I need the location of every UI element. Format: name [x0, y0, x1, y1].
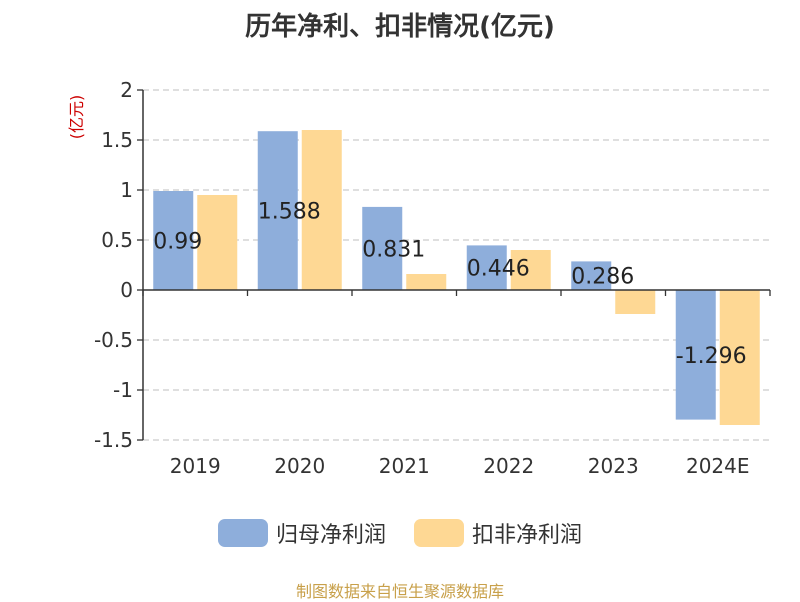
legend-label: 扣非净利润 [472, 523, 583, 548]
y-tick-label: 1.5 [101, 128, 133, 152]
chart-title: 历年净利、扣非情况(亿元) [245, 12, 555, 42]
legend-swatch [217, 519, 268, 547]
bar-deducted-profit [197, 195, 238, 290]
y-tick-label: 0 [120, 278, 133, 302]
bar-net-profit [571, 261, 612, 290]
x-tick-label: 2021 [379, 454, 430, 478]
bar-net-profit [466, 245, 507, 290]
x-tick-label: 2020 [274, 454, 325, 478]
data-label: -1.296 [676, 344, 747, 369]
data-label: 0.286 [571, 265, 634, 290]
bar-deducted-profit [719, 290, 760, 425]
axes: 2 1.5 1 0.5 0 -0.5 -1 -1.5 2019 2020 2021 2022 2023 2… [94, 78, 771, 478]
y-tick-label: -1 [113, 378, 133, 402]
bar-deducted-profit [510, 250, 551, 290]
legend-item-series-0[interactable]: 归母净利润 [217, 517, 386, 549]
source-note: 制图数据来自恒生聚源数据库 [295, 582, 504, 601]
bar-net-profit [257, 131, 298, 290]
bar-deducted-profit [615, 290, 656, 314]
legend-item-series-1[interactable]: 扣非净利润 [414, 517, 582, 549]
legend: 归母净利润 扣非净利润 [0, 517, 800, 549]
y-tick-label: -1.5 [94, 428, 133, 452]
y-tick-label: 2 [120, 78, 133, 102]
bar-net-profit [362, 206, 403, 290]
legend-label: 归母净利润 [275, 523, 386, 548]
x-tick-label: 2023 [588, 454, 639, 478]
data-label: 1.588 [258, 200, 321, 225]
y-tick-label: 0.5 [101, 228, 133, 252]
legend-swatch [414, 519, 464, 547]
bar-deducted-profit [301, 130, 342, 290]
gridlines [143, 89, 770, 441]
bar-net-profit [675, 290, 716, 420]
bar-deducted-profit [406, 274, 447, 290]
data-label: 0.831 [362, 237, 425, 262]
y-tick-label: -0.5 [94, 328, 133, 352]
bar-net-profit [153, 191, 194, 290]
x-tick-label: 2024E [686, 454, 750, 478]
y-axis-label: (亿元) [67, 95, 86, 140]
x-tick-label: 2022 [483, 454, 534, 478]
y-tick-label: 1 [120, 178, 133, 202]
bars [153, 130, 760, 425]
data-labels: 0.99 1.588 0.831 0.446 0.286 -1.296 [153, 200, 746, 369]
data-label: 0.99 [153, 230, 202, 255]
data-label: 0.446 [467, 257, 530, 282]
x-tick-label: 2019 [170, 454, 221, 478]
